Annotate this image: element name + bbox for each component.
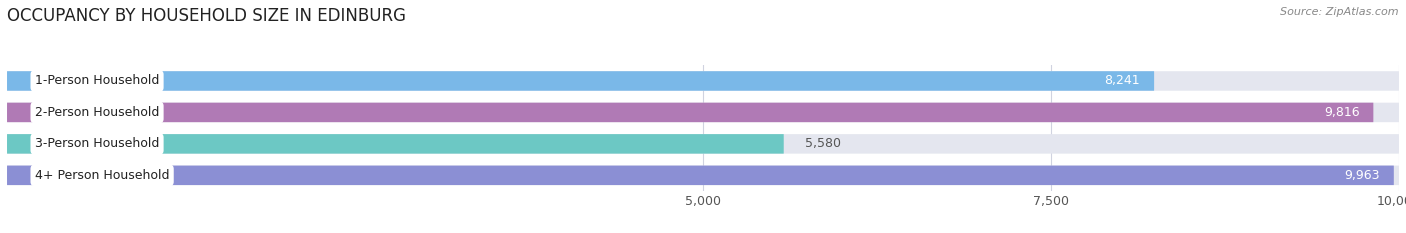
FancyBboxPatch shape (7, 103, 1374, 122)
Text: 1-Person Household: 1-Person Household (35, 75, 159, 87)
Text: 3-Person Household: 3-Person Household (35, 137, 159, 150)
Text: 2-Person Household: 2-Person Household (35, 106, 159, 119)
FancyBboxPatch shape (7, 134, 1399, 154)
FancyBboxPatch shape (7, 103, 1399, 122)
FancyBboxPatch shape (7, 134, 783, 154)
Text: OCCUPANCY BY HOUSEHOLD SIZE IN EDINBURG: OCCUPANCY BY HOUSEHOLD SIZE IN EDINBURG (7, 7, 406, 25)
FancyBboxPatch shape (7, 166, 1393, 185)
Text: Source: ZipAtlas.com: Source: ZipAtlas.com (1281, 7, 1399, 17)
Text: 4+ Person Household: 4+ Person Household (35, 169, 169, 182)
Text: 9,963: 9,963 (1344, 169, 1379, 182)
Text: 9,816: 9,816 (1324, 106, 1360, 119)
FancyBboxPatch shape (7, 71, 1399, 91)
FancyBboxPatch shape (7, 71, 1154, 91)
Text: 8,241: 8,241 (1105, 75, 1140, 87)
Text: 5,580: 5,580 (804, 137, 841, 150)
FancyBboxPatch shape (7, 166, 1399, 185)
